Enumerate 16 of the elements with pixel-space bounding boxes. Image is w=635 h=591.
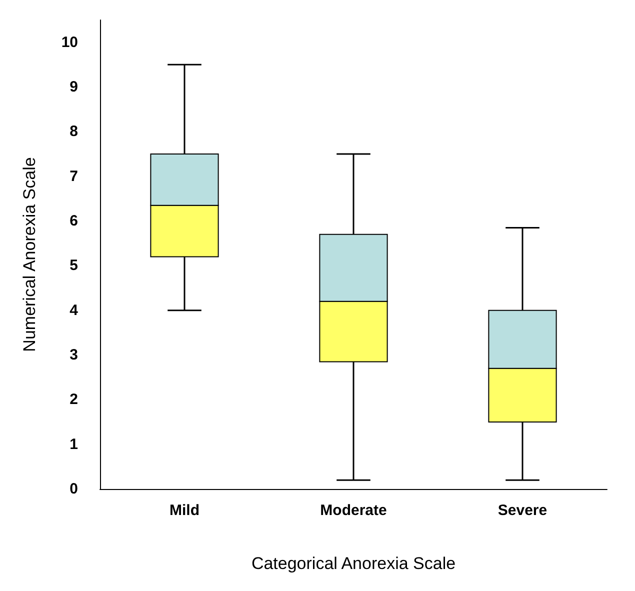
y-tick-label: 8 bbox=[70, 123, 78, 140]
x-tick-label: Severe bbox=[498, 502, 548, 519]
y-tick-label: 10 bbox=[61, 34, 78, 51]
y-tick-label: 9 bbox=[70, 78, 78, 96]
x-tick-label: Mild bbox=[170, 502, 200, 519]
x-tick-label: Moderate bbox=[320, 502, 387, 519]
y-tick-label: 6 bbox=[70, 212, 78, 230]
y-tick-label: 3 bbox=[70, 346, 78, 364]
y-tick-label: 5 bbox=[70, 257, 78, 274]
y-tick-label: 1 bbox=[70, 436, 78, 453]
y-tick-label: 0 bbox=[70, 480, 78, 498]
x-axis-title: Categorical Anorexia Scale bbox=[251, 554, 456, 573]
y-tick-label: 2 bbox=[70, 391, 78, 408]
y-tick-label: 7 bbox=[70, 168, 78, 185]
y-tick-label: 4 bbox=[70, 302, 79, 319]
y-axis-title: Numerical Anorexia Scale bbox=[20, 157, 39, 352]
